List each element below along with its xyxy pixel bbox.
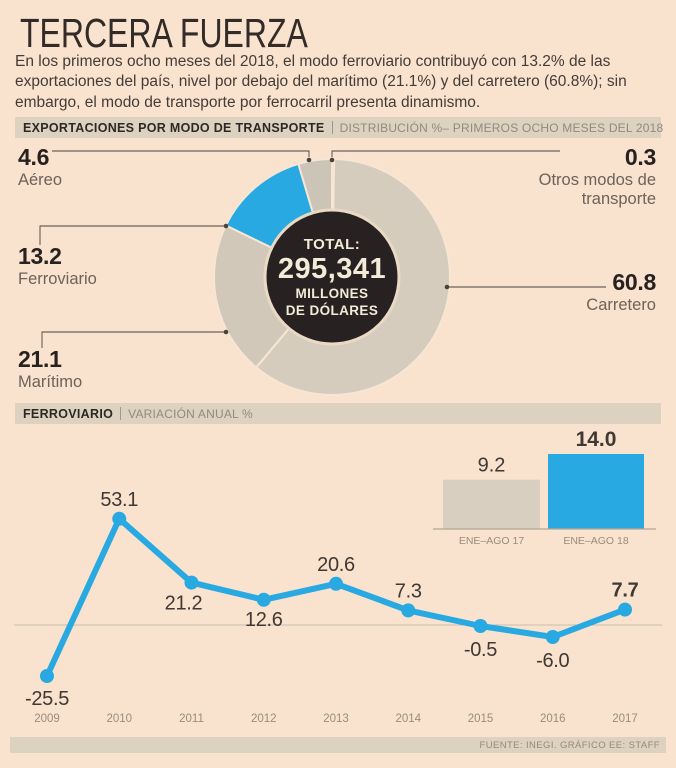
source-credit: FUENTE: INEGI. GRÁFICO EE: STAFF	[479, 739, 660, 751]
x-axis-label-2009: 2009	[34, 713, 60, 725]
donut-section-title: EXPORTACIONES POR MODO DE TRANSPORTE	[23, 120, 325, 135]
x-axis-label-2014: 2014	[395, 713, 421, 725]
inset-bar-category-ENE–AGO 18: ENE–AGO 18	[563, 535, 629, 547]
carretero-label: Carretero	[586, 296, 656, 314]
line-section-subtitle: VARIACIÓN ANUAL %	[128, 406, 253, 421]
leader-dot-maritimo	[223, 329, 229, 335]
leader-line-maritimo	[41, 331, 226, 348]
intro-paragraph: En los primeros ocho meses del 2018, el …	[15, 53, 627, 111]
callout-maritimo: 21.1 Marítimo	[18, 348, 82, 392]
header-divider	[331, 121, 333, 134]
leader-dot-ferroviario	[223, 223, 229, 229]
x-axis-label-2017: 2017	[612, 713, 638, 725]
line-point-2013	[329, 576, 343, 591]
otros-value: 0.3	[624, 144, 656, 170]
page-title: TERCERA FUERZA	[20, 10, 308, 56]
callout-carretero: 60.8 Carretero	[586, 271, 656, 315]
callout-otros: 0.3 Otros modos de transporte	[516, 144, 657, 209]
inset-bar-ENE–AGO 18	[548, 454, 644, 529]
callout-ferroviario: 13.2 Ferroviario	[18, 245, 97, 289]
leader-line-ferroviario	[39, 225, 226, 245]
point-label-2015: -0.5	[464, 639, 497, 661]
line-chart-svg: -25.5 53.1 21.2 12.6 20.6 7.3 -0.5 -6.0 7.7 2009 2…	[14, 428, 662, 725]
point-label-2016: -6.0	[536, 650, 569, 672]
leader-line-otros	[331, 150, 560, 157]
donut-section-subtitle: DISTRIBUCIÓN %– PRIMEROS OCHO MESES DEL …	[339, 120, 664, 135]
line-point-2017	[618, 602, 632, 617]
point-label-2011: 21.2	[165, 593, 203, 615]
inset-bar-ENE–AGO 17	[443, 479, 540, 529]
inset-bar-category-ENE–AGO 17: ENE–AGO 17	[459, 535, 525, 547]
carretero-value: 60.8	[612, 269, 656, 295]
point-label-2009: -25.5	[25, 688, 69, 710]
donut-center-total: TOTAL: 295,341 MILLONES DE DÓLARES	[262, 232, 402, 322]
maritimo-label: Marítimo	[18, 373, 83, 391]
total-label: TOTAL:	[303, 235, 361, 253]
line-point-2011	[184, 575, 199, 590]
point-label-2017: 7.7	[612, 580, 639, 602]
ferroviario-label: Ferroviario	[18, 270, 97, 288]
leader-dot-aereo	[306, 157, 312, 163]
header-divider	[120, 407, 122, 420]
line-section-header: FERROVIARIO VARIACIÓN ANUAL %	[15, 403, 661, 424]
line-point-2010	[112, 511, 127, 526]
line-point-2015	[473, 619, 488, 633]
x-axis-label-2015: 2015	[468, 713, 494, 725]
point-label-2013: 20.6	[317, 554, 355, 576]
leader-line-aereo	[52, 150, 310, 157]
line-chart-area: -25.5 53.1 21.2 12.6 20.6 7.3 -0.5 -6.0 7.7 2009 2…	[0, 428, 676, 735]
line-point-2012	[256, 592, 271, 607]
point-label-2012: 12.6	[245, 609, 283, 631]
donut-chart-area: 4.6 Aéreo 0.3 Otros modos de transporte …	[0, 145, 676, 403]
total-value: 295,341	[277, 252, 387, 285]
x-axis-label-2013: 2013	[323, 713, 349, 725]
line-point-2016	[545, 630, 560, 644]
leader-dot-otros	[329, 157, 335, 163]
otros-label: Otros modos de transporte	[538, 171, 656, 208]
donut-center-circle	[263, 208, 401, 346]
inset-bar-value-ENE–AGO 18: 14.0	[576, 430, 617, 451]
x-axis-label-2010: 2010	[106, 713, 132, 725]
inset-bar-value-ENE–AGO 17: 9.2	[478, 455, 506, 477]
donut-section-header: EXPORTACIONES POR MODO DE TRANSPORTE DIS…	[15, 117, 664, 138]
aereo-value: 4.6	[18, 144, 50, 170]
callout-aereo: 4.6 Aéreo	[18, 146, 62, 190]
total-unit-1: MILLONES	[295, 285, 369, 301]
ferroviario-value: 13.2	[18, 243, 62, 269]
aereo-label: Aéreo	[18, 171, 63, 189]
donut-chart-svg	[39, 150, 606, 396]
total-unit-2: DE DÓLARES	[285, 302, 379, 318]
x-axis-label-2011: 2011	[179, 713, 204, 725]
line-point-2014	[401, 603, 416, 618]
x-axis-label-2012: 2012	[251, 713, 277, 725]
point-label-2010: 53.1	[100, 489, 138, 511]
point-label-2014: 7.3	[395, 580, 422, 602]
footer-bar: FUENTE: INEGI. GRÁFICO EE: STAFF	[10, 737, 666, 753]
line-section-title: FERROVIARIO	[23, 406, 114, 421]
leader-dot-carretero	[444, 284, 450, 290]
x-axis-label-2016: 2016	[540, 713, 566, 725]
maritimo-value: 21.1	[18, 346, 62, 372]
line-point-2009	[40, 669, 54, 683]
